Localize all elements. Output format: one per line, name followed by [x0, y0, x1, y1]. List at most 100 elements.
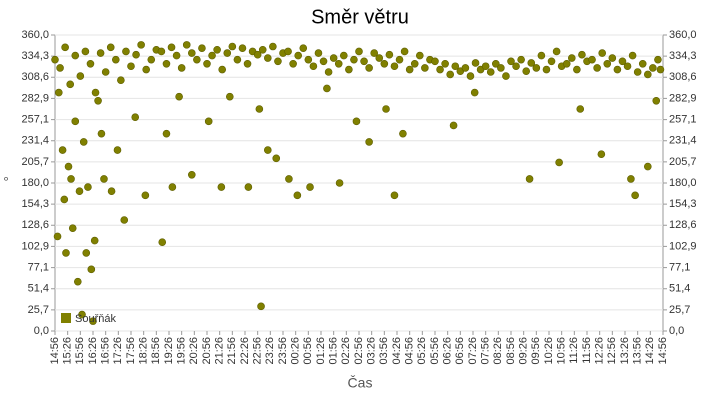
point: [175, 92, 183, 101]
point: [213, 45, 221, 54]
point: [90, 236, 99, 245]
point: [238, 44, 247, 52]
x-tick-label: 11:56: [581, 337, 593, 364]
point: [522, 67, 531, 75]
x-tick-label: 11:26: [568, 337, 580, 364]
point: [390, 191, 399, 200]
point: [631, 191, 639, 200]
point: [608, 54, 617, 62]
y-tick-label: 25,7: [28, 304, 49, 316]
point: [244, 183, 253, 191]
point: [71, 51, 80, 60]
x-tick-label: 08:56: [505, 337, 517, 365]
y2-tick-label: 128,6: [669, 219, 697, 231]
point: [537, 51, 546, 60]
x-axis-label: Čas: [348, 375, 373, 391]
point: [352, 117, 361, 126]
point: [142, 65, 150, 74]
legend-swatch: [61, 313, 71, 323]
point: [66, 80, 74, 89]
point: [360, 57, 368, 66]
point: [263, 54, 272, 62]
point: [370, 49, 379, 57]
point: [198, 44, 206, 52]
point: [299, 44, 308, 52]
x-tick-label: 13:26: [619, 337, 631, 365]
point: [643, 162, 652, 171]
x-tick-label: 12:26: [594, 337, 606, 365]
point: [628, 51, 637, 60]
point: [395, 55, 404, 64]
point: [471, 59, 480, 67]
point: [188, 170, 196, 179]
x-tick-label: 22:26: [239, 337, 251, 365]
y2-tick-label: 180,0: [669, 177, 697, 189]
point: [517, 55, 525, 64]
point: [446, 70, 455, 79]
point: [62, 249, 70, 257]
x-tick-label: 04:56: [404, 337, 416, 365]
point: [350, 55, 358, 64]
point: [257, 302, 265, 311]
point: [177, 64, 186, 72]
x-tick-label: 04:26: [391, 337, 403, 365]
x-tick-label: 09:56: [530, 337, 542, 365]
y-tick-label: 282,9: [21, 92, 49, 104]
point: [623, 62, 632, 71]
point: [182, 41, 191, 49]
point: [304, 55, 313, 64]
point: [226, 92, 234, 101]
x-tick-label: 03:56: [378, 337, 390, 365]
point: [449, 121, 458, 130]
point: [58, 146, 67, 154]
x-tick-label: 18:56: [150, 337, 162, 365]
x-tick-label: 12:56: [606, 337, 618, 365]
point: [204, 117, 213, 126]
point: [106, 43, 115, 52]
x-tick-label: 16:56: [100, 337, 112, 365]
point: [89, 317, 97, 325]
point: [497, 64, 505, 72]
y2-tick-label: 360,0: [669, 29, 697, 41]
point: [147, 55, 156, 64]
x-tick-label: 00:26: [290, 337, 302, 365]
y2-tick-label: 77,1: [669, 262, 690, 274]
point: [67, 175, 75, 183]
point: [390, 62, 399, 71]
point: [527, 59, 536, 67]
point: [375, 54, 384, 62]
y-tick-label: 334,3: [21, 50, 49, 62]
y2-tick-label: 282,9: [669, 92, 697, 104]
x-tick-label: 07:56: [480, 337, 492, 365]
y2-tick-label: 308,6: [669, 71, 697, 83]
point: [656, 65, 665, 74]
point: [120, 216, 129, 224]
x-tick-label: 15:56: [74, 337, 86, 365]
point: [491, 59, 500, 68]
point: [633, 68, 642, 76]
point: [588, 55, 596, 64]
point: [567, 54, 576, 62]
point: [334, 59, 343, 68]
point: [613, 65, 622, 74]
y2-tick-label: 25,7: [669, 304, 690, 316]
point: [269, 42, 277, 51]
y-tick-label: 154,3: [21, 198, 49, 210]
y-tick-label: 205,7: [21, 156, 49, 168]
y-tick-label: 102,9: [21, 240, 49, 252]
point: [75, 187, 84, 196]
point: [431, 57, 439, 66]
x-tick-label: 06:56: [454, 337, 466, 365]
point: [78, 310, 86, 319]
point: [542, 65, 551, 74]
x-tick-label: 01:56: [328, 337, 340, 365]
point: [285, 175, 293, 183]
point: [208, 51, 216, 60]
point: [112, 55, 120, 64]
point: [61, 43, 69, 52]
point: [137, 41, 145, 49]
point: [293, 191, 302, 200]
point: [64, 162, 73, 171]
point: [638, 59, 647, 68]
point: [314, 49, 323, 57]
